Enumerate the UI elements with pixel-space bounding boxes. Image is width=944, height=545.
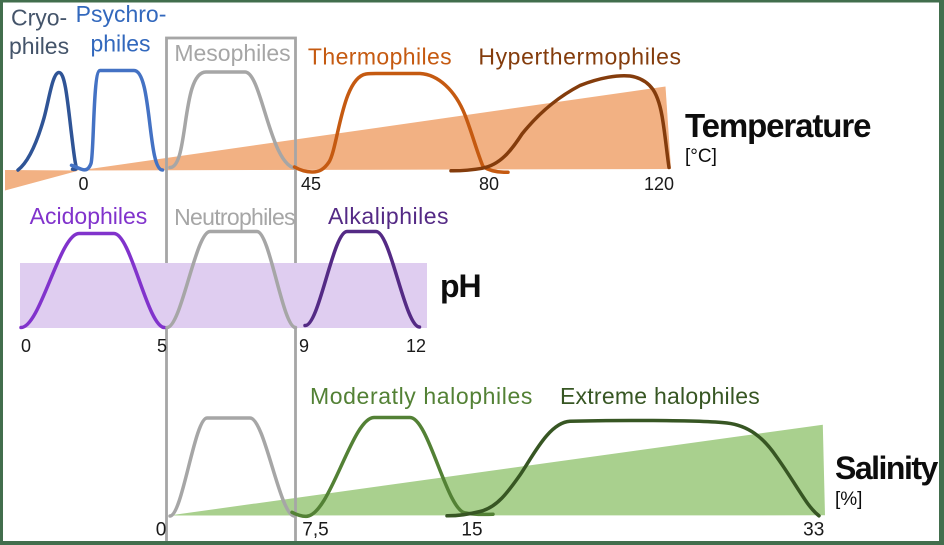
svg-text:0: 0 — [156, 520, 167, 541]
svg-text:Cryo-: Cryo- — [11, 5, 67, 31]
svg-text:80: 80 — [479, 174, 499, 194]
svg-text:Moderatly halophiles: Moderatly halophiles — [310, 383, 533, 409]
svg-text:Neutrophiles: Neutrophiles — [174, 204, 295, 230]
svg-text:pH: pH — [440, 268, 481, 304]
svg-text:33: 33 — [803, 520, 824, 541]
svg-text:Hyperthermophiles: Hyperthermophiles — [478, 44, 681, 70]
svg-text:Temperature: Temperature — [685, 107, 871, 144]
svg-text:philes: philes — [9, 33, 69, 59]
svg-text:5: 5 — [157, 336, 167, 356]
svg-text:Alkaliphiles: Alkaliphiles — [328, 203, 449, 229]
svg-text:9: 9 — [299, 336, 309, 356]
svg-text:Extreme halophiles: Extreme halophiles — [560, 383, 760, 409]
svg-text:15: 15 — [461, 520, 482, 541]
svg-text:Acidophiles: Acidophiles — [30, 203, 148, 229]
svg-text:120: 120 — [644, 174, 674, 194]
svg-text:Psychro-: Psychro- — [76, 1, 167, 27]
svg-text:[°C]: [°C] — [685, 146, 717, 167]
svg-text:Thermophiles: Thermophiles — [308, 44, 452, 70]
svg-text:Mesophiles: Mesophiles — [174, 40, 290, 66]
svg-text:12: 12 — [406, 336, 426, 356]
svg-text:Salinity: Salinity — [835, 450, 939, 486]
svg-text:[%]: [%] — [835, 489, 862, 510]
svg-text:0: 0 — [78, 174, 88, 194]
svg-text:7,5: 7,5 — [302, 520, 328, 541]
svg-text:0: 0 — [21, 336, 31, 356]
svg-text:45: 45 — [301, 174, 321, 194]
svg-text:philes: philes — [90, 31, 150, 57]
